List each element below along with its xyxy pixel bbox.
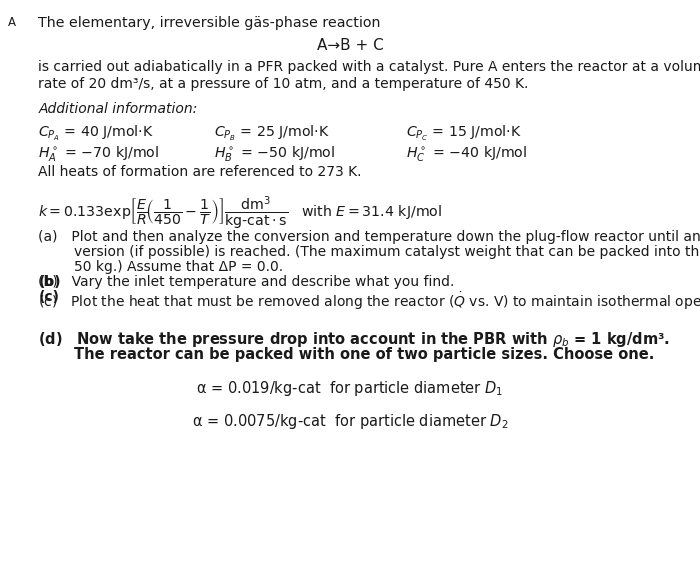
Text: Additional information:: Additional information:	[38, 102, 197, 116]
Text: α = 0.0075/kg-cat  for particle diameter $D_2$: α = 0.0075/kg-cat for particle diameter …	[192, 412, 508, 431]
Text: (b) Vary the inlet temperature and describe what you find.: (b) Vary the inlet temperature and descr…	[38, 275, 455, 289]
Text: A: A	[8, 16, 16, 29]
Text: (a) Plot and then analyze the conversion and temperature down the plug-flow reac: (a) Plot and then analyze the conversion…	[38, 230, 700, 244]
Text: rate of 20 dm³/s, at a pressure of 10 atm, and a temperature of 450 K.: rate of 20 dm³/s, at a pressure of 10 at…	[38, 77, 529, 91]
Text: $H_C^\circ$ = −40 kJ/mol: $H_C^\circ$ = −40 kJ/mol	[406, 144, 527, 163]
Text: $C_{P_B}$ = 25 J/mol·K: $C_{P_B}$ = 25 J/mol·K	[214, 124, 329, 143]
Text: (c) Plot the heat that must be removed along the reactor ($\dot{Q}$ vs. V) to ma: (c) Plot the heat that must be removed a…	[38, 290, 700, 312]
Text: A→B + C: A→B + C	[316, 38, 384, 54]
Text: (d) Now take the pressure drop into account in the PBR with $\rho_b$ = 1 kg/dm³.: (d) Now take the pressure drop into acco…	[38, 330, 671, 349]
Text: $k = 0.133 \exp\!\left[\dfrac{E}{R}\!\left(\dfrac{1}{450} - \dfrac{1}{T}\right)\: $k = 0.133 \exp\!\left[\dfrac{E}{R}\!\le…	[38, 195, 442, 232]
Text: $C_{P_C}$ = 15 J/mol·K: $C_{P_C}$ = 15 J/mol·K	[406, 124, 522, 143]
Text: (c): (c)	[38, 290, 60, 305]
Text: All heats of formation are referenced to 273 K.: All heats of formation are referenced to…	[38, 165, 362, 179]
Text: The elementary, irreversible gäs-phase reaction: The elementary, irreversible gäs-phase r…	[38, 16, 381, 30]
Text: $H_B^\circ$ = −50 kJ/mol: $H_B^\circ$ = −50 kJ/mol	[214, 144, 335, 163]
Text: (b): (b)	[38, 275, 61, 289]
Text: version (if possible) is reached. (The maximum catalyst weight that can be packe: version (if possible) is reached. (The m…	[74, 245, 700, 259]
Text: $H_A^\circ$ = −70 kJ/mol: $H_A^\circ$ = −70 kJ/mol	[38, 144, 160, 163]
Text: is carried out adiabatically in a PFR packed with a catalyst. Pure A enters the : is carried out adiabatically in a PFR pa…	[38, 60, 700, 74]
Text: 50 kg.) Assume that ΔP = 0.0.: 50 kg.) Assume that ΔP = 0.0.	[74, 260, 283, 274]
Text: $C_{P_A}$ = 40 J/mol·K: $C_{P_A}$ = 40 J/mol·K	[38, 124, 154, 143]
Text: The reactor can be packed with one of two particle sizes. Choose one.: The reactor can be packed with one of tw…	[74, 347, 654, 362]
Text: α = 0.019/kg-cat  for particle diameter $D_1$: α = 0.019/kg-cat for particle diameter $…	[196, 379, 504, 398]
